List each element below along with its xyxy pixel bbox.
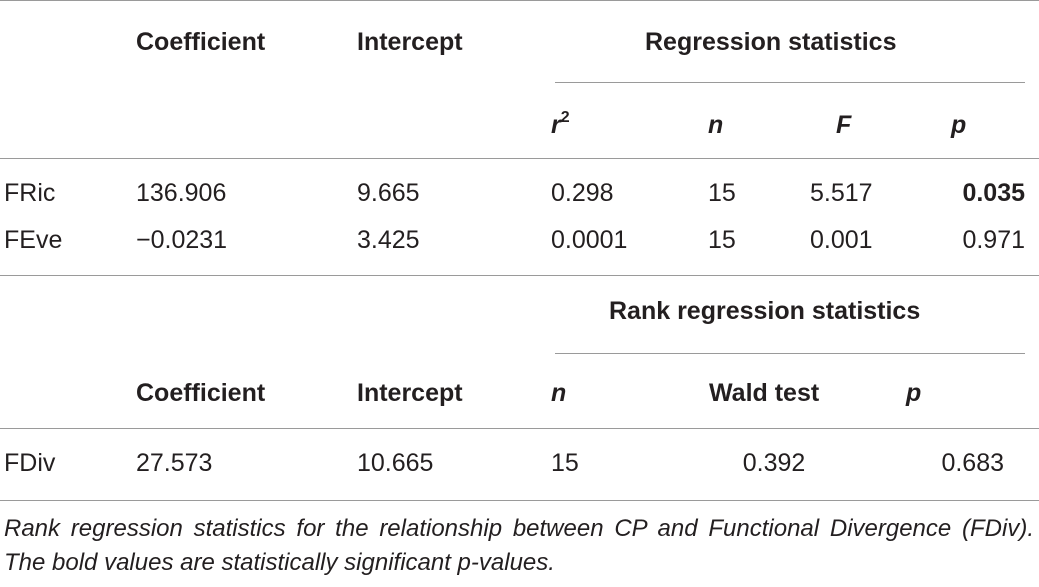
intercept-value: 10.665	[357, 449, 434, 477]
f-value: 5.517	[810, 179, 873, 207]
r-squared-value: 0.298	[551, 179, 614, 207]
table-bottom-rule	[0, 500, 1039, 501]
top-rule	[0, 0, 1039, 1]
p-value: 0.683	[941, 449, 1004, 477]
r-squared-base: r	[551, 111, 561, 139]
n-value: 15	[708, 226, 736, 254]
header-n-2: n	[551, 379, 567, 407]
intercept-value: 3.425	[357, 226, 420, 254]
header-r-squared: r2	[551, 108, 570, 140]
table-caption: Rank regression statistics for the relat…	[4, 515, 1034, 576]
n-value: 15	[708, 179, 736, 207]
row-label: FRic	[4, 179, 56, 207]
header-rank-regression-statistics: Rank regression statistics	[609, 297, 921, 325]
header-p-2: p	[906, 379, 922, 407]
header-bottom-rule-2	[0, 428, 1039, 429]
section-divider-rule	[0, 275, 1039, 276]
header-n: n	[708, 111, 724, 139]
coefficient-value: 136.906	[136, 179, 227, 207]
row-label: FDiv	[4, 449, 56, 477]
header-intercept: Intercept	[357, 28, 463, 56]
p-value: 0.035	[962, 179, 1025, 207]
f-value: 0.001	[810, 226, 873, 254]
header-regression-statistics: Regression statistics	[645, 28, 897, 56]
header-wald-test: Wald test	[709, 379, 820, 407]
header-intercept-2: Intercept	[357, 379, 463, 407]
header-coefficient: Coefficient	[136, 28, 266, 56]
header-bottom-rule	[0, 158, 1039, 159]
regression-statistics-rule	[555, 82, 1025, 83]
r-squared-value: 0.0001	[551, 226, 628, 254]
rank-regression-statistics-rule	[555, 353, 1025, 354]
intercept-value: 9.665	[357, 179, 420, 207]
header-f: F	[836, 111, 852, 139]
header-p: p	[951, 111, 967, 139]
wald-test-value: 0.392	[742, 449, 806, 477]
coefficient-value: −0.0231	[136, 226, 228, 254]
n-value: 15	[551, 449, 579, 477]
r-squared-exponent: 2	[560, 108, 570, 126]
coefficient-value: 27.573	[136, 449, 213, 477]
p-value: 0.971	[962, 226, 1025, 254]
row-label: FEve	[4, 226, 63, 254]
header-coefficient-2: Coefficient	[136, 379, 266, 407]
